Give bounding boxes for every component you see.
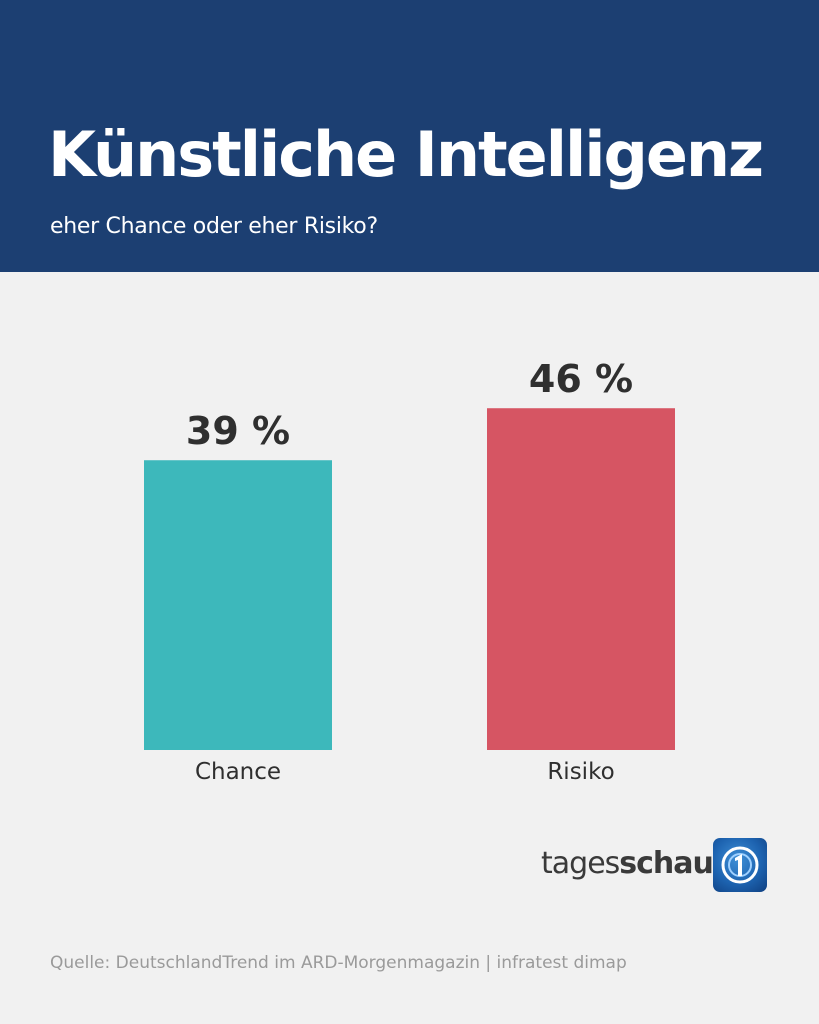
bar-chance xyxy=(144,460,332,750)
brand-name-bold: schau xyxy=(619,846,714,881)
value-label-chance: 39 % xyxy=(186,409,290,453)
value-label-risiko: 46 % xyxy=(529,357,633,401)
bar-chart: 39 % Chance 46 % Risiko xyxy=(144,357,675,785)
brand-wordmark: tagesschau xyxy=(541,846,714,881)
source-footnote: Quelle: DeutschlandTrend im ARD-Morgenma… xyxy=(50,953,627,973)
category-label-chance: Chance xyxy=(195,759,281,785)
header-banner: Künstliche Intelligenz eher Chance oder … xyxy=(0,0,819,272)
page-title: Künstliche Intelligenz xyxy=(48,118,764,191)
ard-one-logo-icon xyxy=(713,838,767,892)
page-subtitle: eher Chance oder eher Risiko? xyxy=(50,214,378,239)
category-label-risiko: Risiko xyxy=(547,759,614,785)
bar-risiko xyxy=(487,408,675,750)
brand-name-light: tages xyxy=(541,846,620,881)
